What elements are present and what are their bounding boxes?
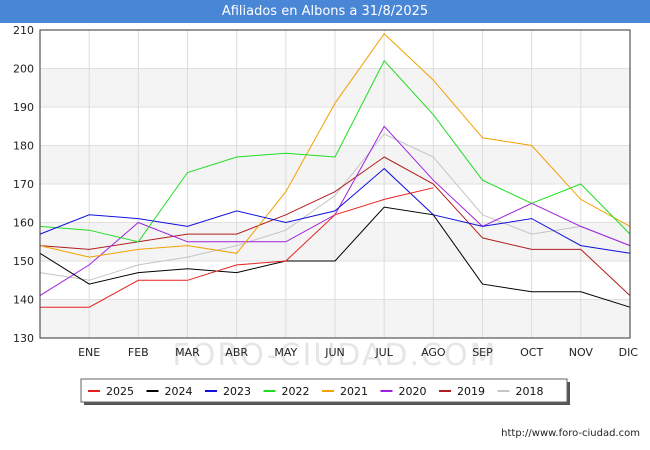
- y-tick-label: 160: [13, 217, 34, 230]
- y-tick-label: 200: [13, 63, 34, 76]
- series-line-2025: [40, 187, 434, 308]
- legend: 2025 2024 2023 2022 2021 2020 2019 2018: [80, 378, 570, 405]
- x-tick-label: DIC: [619, 346, 639, 359]
- chart-title: Afiliados en Albons a 31/8/2025: [0, 0, 650, 23]
- y-tick-label: 180: [13, 140, 34, 153]
- x-tick-label: SEP: [472, 346, 493, 359]
- series-lines: [39, 33, 631, 308]
- y-tick-label: 140: [13, 294, 34, 307]
- y-tick-label: 170: [13, 178, 34, 191]
- x-tick-label: ENE: [78, 346, 100, 359]
- x-tick-label: AGO: [421, 346, 446, 359]
- x-tick-label: JUN: [324, 346, 345, 359]
- legend-label-2019: 2019: [457, 385, 485, 398]
- plot-frame: [39, 29, 631, 339]
- legend-label-2024: 2024: [165, 385, 193, 398]
- series-line-2021: [39, 33, 631, 258]
- legend-label-2025: 2025: [106, 385, 134, 398]
- legend-label-2021: 2021: [340, 385, 368, 398]
- x-tick-label: ABR: [225, 346, 248, 359]
- y-tick-label: 190: [13, 101, 34, 114]
- x-axis-ticks: ENE FEB MAR ABR MAY JUN JUL AGO SEP OCT NOV DIC: [78, 346, 638, 359]
- series-line-2023: [39, 167, 631, 254]
- x-tick-label: FEB: [128, 346, 149, 359]
- legend-label-2018: 2018: [516, 385, 544, 398]
- x-tick-label: MAR: [175, 346, 200, 359]
- series-line-2024: [39, 206, 631, 308]
- legend-label-2020: 2020: [399, 385, 427, 398]
- series-line-2022: [39, 59, 631, 243]
- y-axis-ticks: 130 140 150 160 170 180 190 200 210: [13, 24, 34, 345]
- x-tick-label: NOV: [569, 346, 594, 359]
- footer-url[interactable]: http://www.foro-ciudad.com: [501, 428, 640, 439]
- y-tick-label: 130: [13, 332, 34, 345]
- x-tick-label: OCT: [520, 346, 543, 359]
- y-tick-label: 210: [13, 24, 34, 37]
- series-line-2018: [39, 133, 631, 281]
- x-tick-label: MAY: [274, 346, 297, 359]
- legend-label-2023: 2023: [223, 385, 251, 398]
- y-tick-label: 150: [13, 255, 34, 268]
- x-tick-label: JUL: [374, 346, 393, 359]
- watermark: FORO-CIUDAD.COM: [173, 338, 498, 373]
- legend-label-2022: 2022: [282, 385, 310, 398]
